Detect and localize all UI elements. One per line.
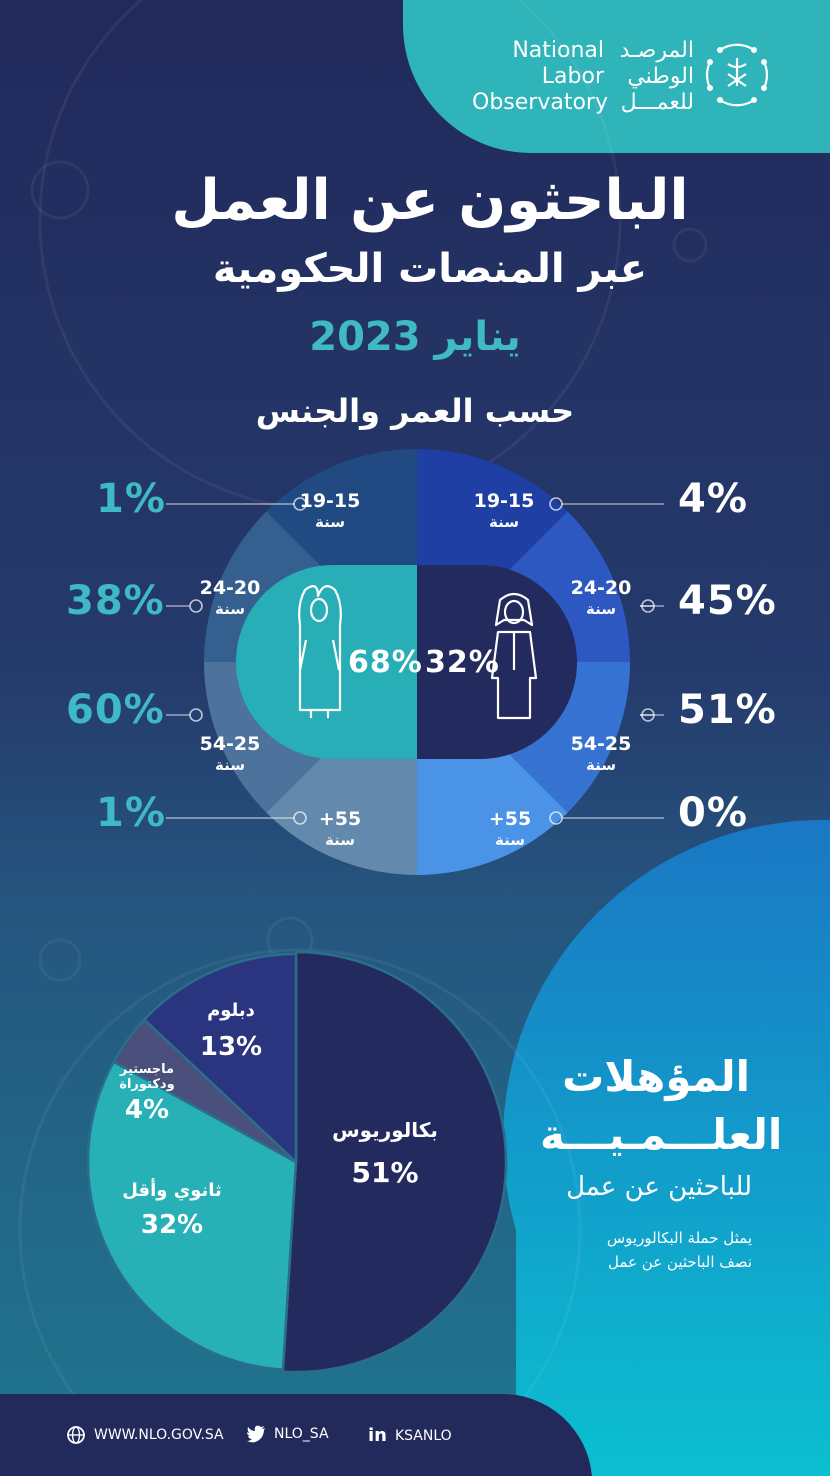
footer-website[interactable]: WWW.NLO.GOV.SA: [66, 1425, 224, 1445]
female-age-label-1: 19-15 سنة: [299, 490, 361, 531]
slice-label-secondary: ثانوي وأقل 32%: [122, 1180, 222, 1240]
female-leader-dot-3: [189, 708, 203, 722]
linkedin-icon: in: [368, 1425, 387, 1446]
logo-emblem-icon: [705, 43, 769, 107]
pie-slice-bachelor: [281, 950, 508, 1374]
male-percent-4: 0%: [678, 790, 748, 836]
male-age-label-3: 54-25 سنة: [570, 733, 632, 774]
female-total-percent: 68%: [348, 645, 423, 680]
qualifications-subtitle: للباحثين عن عمل: [566, 1172, 752, 1202]
qualifications-pie-chart: [86, 950, 508, 1374]
female-percent-4: 1%: [96, 790, 166, 836]
section-title-age-gender: حسب العمر والجنس: [255, 392, 575, 430]
slice-label-masters: ماجستير ودكتوراة 4%: [119, 1062, 175, 1125]
male-age-label-4: +55 سنة: [488, 808, 532, 849]
male-total-percent: 32%: [425, 645, 500, 680]
female-age-label-2: 24-20 سنة: [199, 577, 261, 618]
female-pill-segment: [236, 565, 417, 759]
male-percent-1: 4%: [678, 476, 748, 522]
pie-slice-secondary: [86, 1060, 298, 1371]
age-gender-chart: [166, 449, 664, 875]
male-age-label-1: 19-15 سنة: [473, 490, 535, 531]
male-pill-segment: [417, 565, 577, 759]
pie-slice-diploma: [142, 952, 298, 1165]
female-icon: [298, 585, 342, 718]
female-percent-3: 60%: [66, 687, 165, 733]
female-percent-1: 1%: [96, 476, 166, 522]
twitter-icon: [247, 1425, 265, 1443]
report-date: يناير 2023: [309, 314, 521, 360]
logo-arabic: المرصـد الوطني للعمـــل: [619, 38, 694, 115]
female-age-label-3: 54-25 سنة: [199, 733, 261, 774]
top-right-shape: [403, 0, 830, 153]
website-text: WWW.NLO.GOV.SA: [94, 1427, 224, 1443]
male-percent-3: 51%: [678, 687, 777, 733]
male-age-label-2: 24-20 سنة: [570, 577, 632, 618]
main-title: الباحثون عن العمل: [171, 168, 689, 233]
linkedin-text: KSANLO: [394, 1427, 452, 1444]
slice-label-bachelor: بكالوريوس 51%: [332, 1118, 438, 1189]
slice-label-diploma: دبلوم 13%: [199, 1000, 263, 1062]
female-age-label-4: +55 سنة: [318, 808, 362, 849]
footer-twitter[interactable]: NLO_SA: [246, 1425, 329, 1443]
female-leader-dot-2: [189, 599, 203, 613]
bottom-right-shape: [503, 819, 830, 1476]
footer-bar: [0, 1394, 592, 1476]
male-icon: [490, 592, 538, 720]
qualifications-note: يمثل حملة البكالوريوس نصف الباحثين عن عم…: [606, 1229, 752, 1271]
globe-icon: [67, 1426, 85, 1444]
qualifications-title: المؤهلات العلـــمـيـــة: [540, 1052, 783, 1159]
female-percent-2: 38%: [66, 578, 165, 624]
main-subtitle: عبر المنصات الحكومية: [212, 246, 648, 292]
male-percent-2: 45%: [678, 578, 777, 624]
footer-linkedin[interactable]: in KSANLO: [368, 1425, 452, 1446]
logo-english: National Labor Observatory: [472, 38, 608, 115]
twitter-text: NLO_SA: [274, 1426, 329, 1442]
